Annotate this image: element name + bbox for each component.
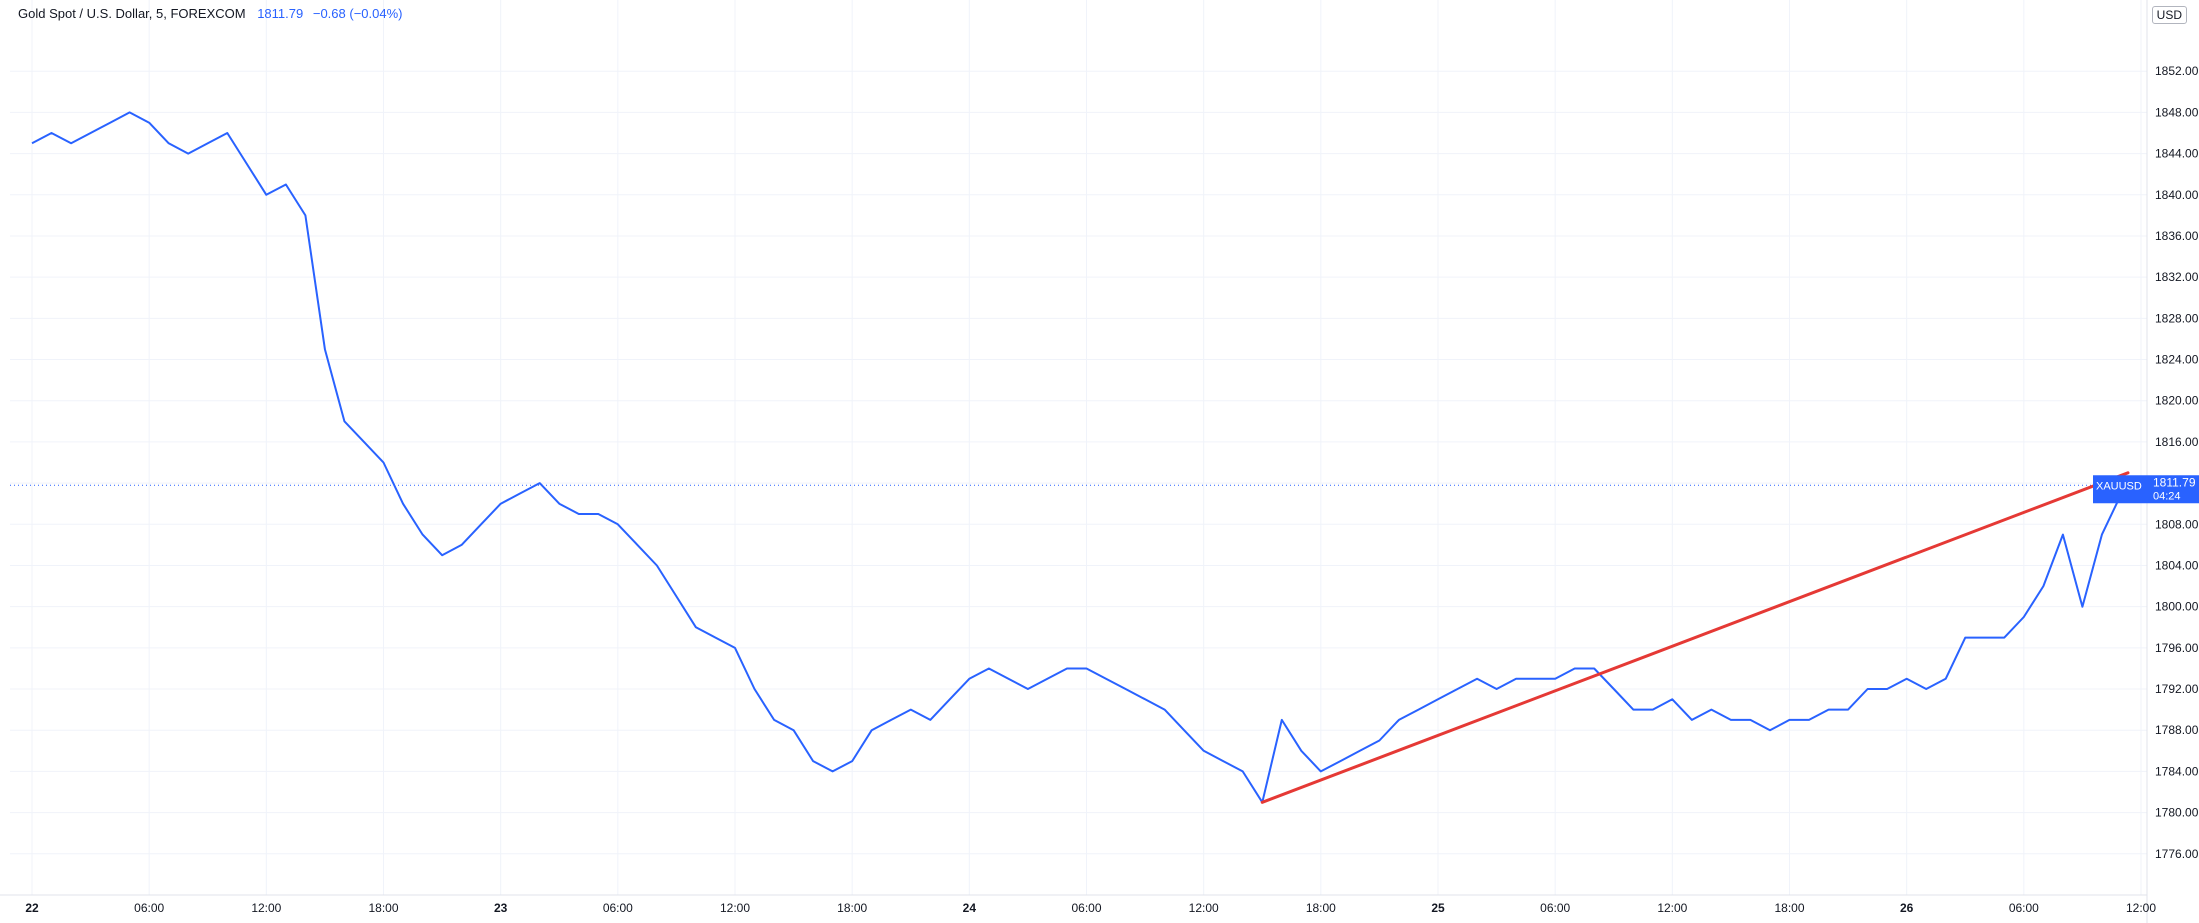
y-tick-label: 1804.00	[2155, 558, 2199, 572]
symbol-label: Gold Spot / U.S. Dollar, 5, FOREXCOM	[18, 6, 246, 21]
y-tick-label: 1776.00	[2155, 847, 2199, 861]
y-tick-label: 1780.00	[2155, 806, 2199, 820]
y-tick-label: 1832.00	[2155, 270, 2199, 284]
currency-selector[interactable]: USD	[2151, 6, 2187, 24]
last-price-value: 1811.79	[257, 6, 304, 21]
price-series	[31, 111, 2129, 804]
y-tick-label: 1800.00	[2155, 600, 2199, 614]
x-tick-label: 12:00	[720, 901, 750, 915]
x-tick-label: 23	[494, 901, 508, 915]
price-change-value: −0.68 (−0.04%)	[312, 6, 403, 21]
x-tick-label: 18:00	[1774, 901, 1804, 915]
x-tick-label: 18:00	[368, 901, 398, 915]
x-tick-label: 18:00	[1306, 901, 1336, 915]
x-tick-label: 18:00	[837, 901, 867, 915]
x-tick-label: 12:00	[1657, 901, 1687, 915]
drawings[interactable]	[1260, 471, 2130, 804]
price-tag-symbol: XAUUSD	[2096, 480, 2142, 492]
x-tick-label: 22	[25, 901, 39, 915]
price-axis[interactable]: 1776.00 1780.00 1784.00 1788.00 1792.00 1796.…	[2155, 64, 2199, 861]
x-tick-label: 12:00	[251, 901, 281, 915]
time-axis[interactable]: 22 06:00 12:00 18:00 23 06:00 12:00 18:00 24 06:0…	[25, 901, 2156, 915]
y-tick-label: 1844.00	[2155, 147, 2199, 161]
y-tick-label: 1852.00	[2155, 64, 2199, 78]
price-tag-background	[2093, 475, 2199, 504]
x-tick-label: 06:00	[1071, 901, 1101, 915]
x-tick-label: 24	[963, 901, 977, 915]
x-tick-label: 12:00	[2126, 901, 2156, 915]
series-line	[31, 111, 2129, 804]
y-tick-label: 1796.00	[2155, 641, 2199, 655]
last-price-tag: XAUUSD 1811.79 04:24	[2093, 475, 2199, 504]
y-tick-label: 1848.00	[2155, 105, 2199, 119]
trendline[interactable]	[1260, 471, 2130, 804]
y-tick-label: 1824.00	[2155, 353, 2199, 367]
y-tick-label: 1816.00	[2155, 435, 2199, 449]
y-tick-label: 1784.00	[2155, 764, 2199, 778]
chart-legend-header[interactable]: Gold Spot / U.S. Dollar, 5, FOREXCOM 181…	[18, 6, 402, 21]
y-tick-label: 1836.00	[2155, 229, 2199, 243]
y-tick-label: 1792.00	[2155, 682, 2199, 696]
x-tick-label: 06:00	[603, 901, 633, 915]
y-tick-label: 1840.00	[2155, 188, 2199, 202]
price-tag-price: 1811.79	[2153, 475, 2196, 489]
x-tick-label: 06:00	[1540, 901, 1570, 915]
x-tick-label: 25	[1431, 901, 1445, 915]
y-tick-label: 1788.00	[2155, 723, 2199, 737]
y-tick-label: 1828.00	[2155, 311, 2199, 325]
x-tick-label: 26	[1900, 901, 1914, 915]
chart-grid	[10, 0, 2147, 895]
price-tag-countdown: 04:24	[2153, 490, 2181, 502]
x-tick-label: 12:00	[1189, 901, 1219, 915]
y-tick-label: 1808.00	[2155, 517, 2199, 531]
x-tick-label: 06:00	[2009, 901, 2039, 915]
x-tick-label: 06:00	[134, 901, 164, 915]
y-tick-label: 1820.00	[2155, 394, 2199, 408]
